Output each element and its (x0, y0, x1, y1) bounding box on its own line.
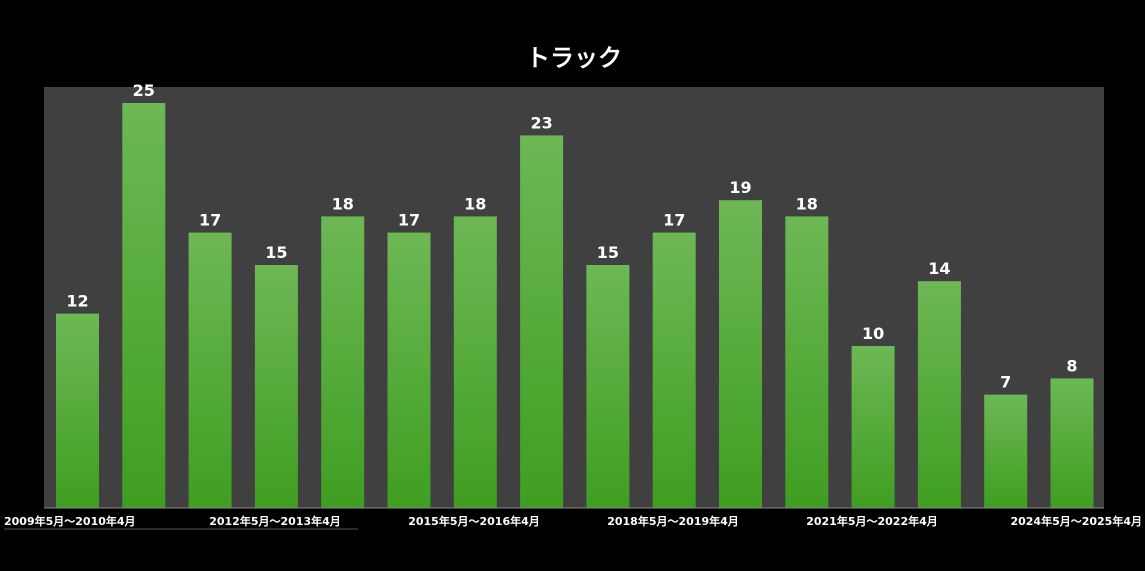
bar (387, 232, 431, 508)
data-label: 15 (265, 243, 287, 262)
bar (520, 135, 564, 508)
bar (785, 216, 829, 508)
bar (122, 103, 166, 508)
bar (652, 232, 696, 508)
data-label: 10 (862, 324, 884, 343)
bar (254, 265, 298, 508)
bar (851, 346, 895, 508)
x-tick-label: 2009年5月〜2010年4月 (4, 514, 136, 528)
x-tick-label: 2015年5月〜2016年4月 (408, 514, 540, 528)
x-tick-labels: 2009年5月〜2010年4月 2012年5月〜2013年4月 2015年5月〜20… (4, 514, 1142, 528)
x-tick-label: 2021年5月〜2022年4月 (806, 514, 938, 528)
bars (56, 103, 1094, 508)
data-label: 18 (464, 194, 486, 213)
data-label: 12 (66, 292, 88, 311)
data-label: 19 (729, 178, 751, 197)
data-label: 8 (1066, 356, 1077, 375)
data-label: 14 (928, 259, 950, 278)
data-label: 7 (1000, 373, 1011, 392)
chart-title: トラック (526, 44, 622, 72)
bar (1050, 378, 1094, 508)
bar (719, 200, 762, 508)
bar (984, 394, 1028, 508)
data-label: 17 (398, 211, 420, 230)
value-labels: 12 25 17 15 18 17 18 23 15 17 19 18 10 14 7 8 (66, 81, 1077, 392)
bar (56, 313, 99, 508)
x-tick-label: 2018年5月〜2019年4月 (607, 514, 739, 528)
data-label: 17 (199, 211, 221, 230)
bar (917, 281, 961, 508)
bar (586, 265, 630, 508)
x-tick-label: 2012年5月〜2013年4月 (209, 514, 341, 528)
data-label: 15 (597, 243, 619, 262)
bar (188, 232, 232, 508)
data-label: 25 (133, 81, 155, 100)
x-tick-label: 2024年5月〜2025年4月 (1010, 514, 1142, 528)
data-label: 23 (530, 113, 552, 132)
bar (453, 216, 497, 508)
bar (321, 216, 365, 508)
data-label: 18 (796, 194, 818, 213)
data-label: 18 (332, 194, 354, 213)
data-label: 17 (663, 211, 685, 230)
